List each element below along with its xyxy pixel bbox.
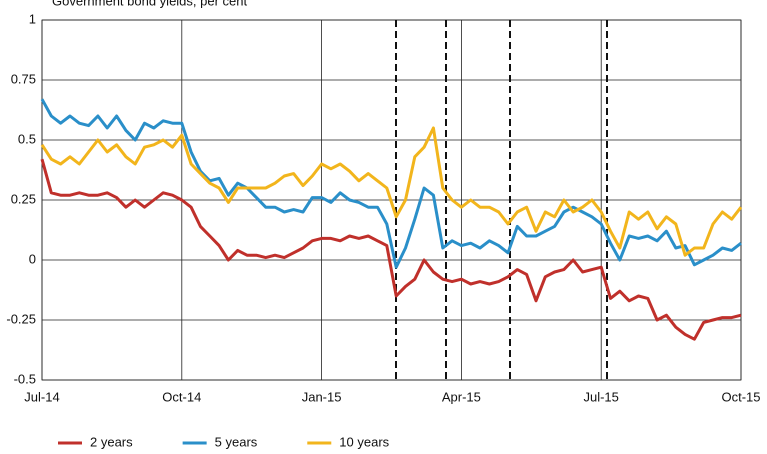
- line-series: [40, 98, 742, 269]
- y-tick-label: 1: [29, 11, 36, 26]
- y-tick-label: 0.5: [18, 131, 36, 146]
- x-tick-label: Apr-15: [442, 389, 481, 404]
- plot-frame: [41, 19, 742, 381]
- y-tick-label: 0.75: [11, 71, 36, 86]
- x-tick-label: Oct-14: [162, 389, 201, 404]
- legend-label: 5 years: [215, 434, 258, 449]
- event-lines: [395, 20, 608, 380]
- line-series: [40, 126, 743, 257]
- x-tick-label: Jul-15: [583, 389, 618, 404]
- x-tick-label: Jul-14: [24, 389, 59, 404]
- y-tick-label: 0.25: [11, 191, 36, 206]
- x-tick-label: Oct-15: [721, 389, 760, 404]
- y-tick-label: 0: [29, 251, 36, 266]
- chart-title: Government bond yields, per cent: [52, 0, 247, 8]
- x-tick-label: Jan-15: [302, 389, 342, 404]
- legend-label: 2 years: [90, 434, 133, 449]
- legend-label: 10 years: [339, 434, 389, 449]
- y-tick-label: -0.25: [6, 311, 36, 326]
- y-tick-label: -0.5: [14, 371, 36, 386]
- line-series: [40, 158, 742, 341]
